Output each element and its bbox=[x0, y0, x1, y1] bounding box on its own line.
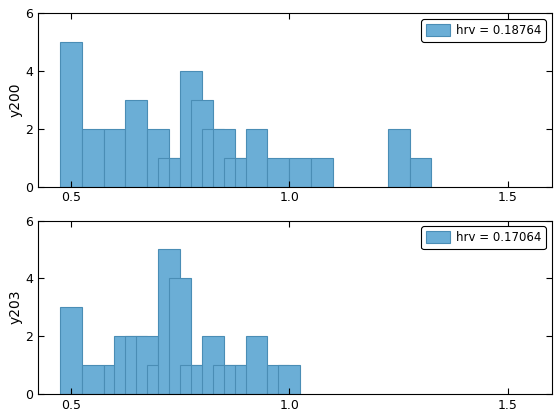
Bar bbox=[213, 129, 235, 186]
Bar bbox=[180, 365, 202, 394]
Bar bbox=[125, 100, 147, 186]
Bar bbox=[202, 336, 224, 394]
Bar bbox=[224, 158, 246, 186]
Bar bbox=[104, 365, 125, 394]
Bar bbox=[114, 336, 136, 394]
Bar bbox=[104, 129, 125, 186]
Bar bbox=[125, 336, 147, 394]
Bar bbox=[158, 158, 180, 186]
Bar bbox=[213, 365, 235, 394]
Bar bbox=[169, 278, 191, 394]
Legend: hrv = 0.18764: hrv = 0.18764 bbox=[422, 19, 546, 42]
Bar bbox=[158, 249, 180, 394]
Bar bbox=[409, 158, 431, 186]
Bar bbox=[268, 365, 290, 394]
Bar bbox=[235, 365, 256, 394]
Bar bbox=[60, 307, 82, 394]
Y-axis label: y200: y200 bbox=[8, 83, 22, 117]
Bar bbox=[268, 158, 290, 186]
Bar bbox=[202, 129, 224, 186]
Bar bbox=[388, 129, 409, 186]
Bar bbox=[180, 71, 202, 186]
Bar bbox=[278, 365, 300, 394]
Bar bbox=[60, 42, 82, 186]
Bar bbox=[147, 365, 169, 394]
Bar bbox=[246, 129, 268, 186]
Bar bbox=[290, 158, 311, 186]
Bar bbox=[136, 336, 158, 394]
Bar bbox=[191, 365, 213, 394]
Bar bbox=[235, 158, 256, 186]
Bar bbox=[191, 100, 213, 186]
Bar bbox=[224, 365, 246, 394]
Bar bbox=[169, 158, 191, 186]
Bar bbox=[82, 365, 104, 394]
Bar bbox=[311, 158, 333, 186]
Bar bbox=[246, 336, 268, 394]
Bar bbox=[147, 129, 169, 186]
Bar bbox=[82, 129, 104, 186]
Legend: hrv = 0.17064: hrv = 0.17064 bbox=[422, 226, 546, 249]
Y-axis label: y203: y203 bbox=[8, 290, 22, 324]
